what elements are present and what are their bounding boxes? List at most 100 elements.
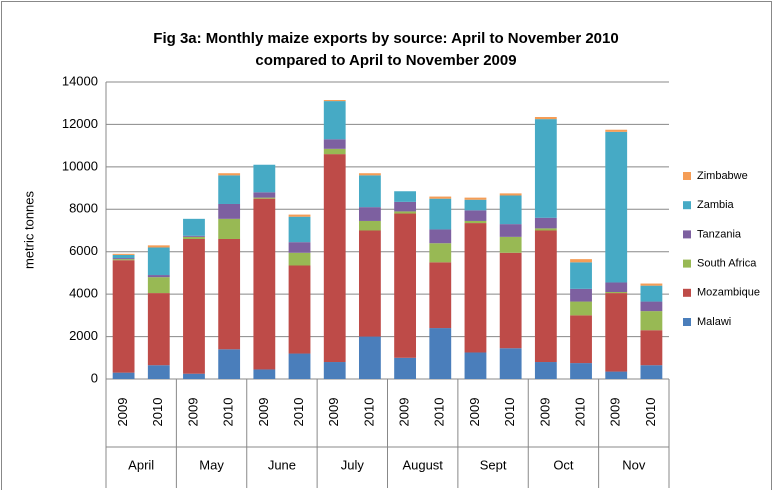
x-tick-label: 2009 [115, 398, 130, 427]
y-tick-label: 0 [91, 370, 98, 385]
y-tick-label: 4000 [69, 286, 98, 301]
y-tick-label: 6000 [69, 243, 98, 258]
bar-segment [464, 210, 487, 221]
bar-segment [464, 352, 487, 379]
bar-segment [605, 371, 628, 379]
bar-segment [429, 262, 452, 329]
x-tick-label: 2009 [326, 398, 341, 427]
bar-segment [323, 101, 346, 140]
legend-label: Malawi [697, 316, 731, 328]
bar-segment [394, 213, 417, 358]
y-tick-label: 2000 [69, 328, 98, 343]
bar-segment [358, 230, 381, 337]
bar-segment [640, 283, 663, 286]
bar-segment [288, 353, 311, 379]
x-tick-label: 2009 [185, 398, 200, 427]
legend-label: Mozambique [697, 287, 760, 299]
bar-segment [253, 164, 276, 193]
legend-swatch [683, 259, 691, 268]
bar-segment [570, 288, 592, 302]
bar-segment [358, 175, 381, 208]
y-tick-label: 8000 [69, 201, 98, 216]
bar-segment [605, 129, 628, 132]
y-axis-label: metric tonnes [21, 190, 36, 269]
bar-segment [464, 197, 487, 200]
bar-segment [147, 293, 170, 366]
bar-segment [112, 259, 135, 261]
legend-swatch [683, 201, 691, 210]
x-tick-label: 2009 [537, 398, 552, 427]
bar-segment [147, 247, 170, 276]
bar-segment [183, 235, 205, 237]
bar-segment [288, 265, 311, 354]
bar-segment [429, 328, 452, 379]
bar-segment [288, 214, 311, 217]
bar-segment [394, 191, 417, 202]
bar-segment [358, 220, 381, 231]
bar-segment [183, 236, 205, 239]
bar-segment [358, 336, 381, 379]
bar-segment [323, 100, 346, 102]
bar-segment [112, 372, 135, 379]
bar-segment [534, 217, 557, 229]
bar-segment [605, 282, 628, 293]
bar-segment [147, 365, 170, 379]
bar-segment [534, 228, 557, 231]
bar-segment [605, 293, 628, 372]
bar-segment [147, 275, 170, 278]
legend-label: Zimbabwe [697, 170, 748, 182]
bar-segment [605, 131, 628, 283]
bar-segment [253, 198, 276, 370]
bar-segment [218, 238, 241, 350]
bar-segment [183, 238, 205, 374]
group-label: August [402, 457, 443, 472]
legend-label: South Africa [697, 258, 757, 270]
bar-segment [218, 175, 241, 204]
bar-segment [429, 243, 452, 263]
bar-segment [640, 330, 663, 366]
bar-segment [534, 117, 557, 120]
bar-segment [288, 252, 311, 266]
bar-segment [288, 216, 311, 243]
bar-segment [429, 229, 452, 244]
bar-segment [534, 230, 557, 363]
x-tick-label: 2009 [467, 398, 482, 427]
bar-segment [147, 245, 170, 248]
group-label: July [341, 457, 365, 472]
bar-segment [570, 315, 592, 364]
legend-label: Zambia [697, 199, 735, 211]
group-label: Nov [622, 457, 646, 472]
bar-segment [147, 277, 170, 294]
bar-segment [394, 201, 417, 212]
bar-segment [112, 258, 135, 260]
bar-segment [358, 207, 381, 221]
bar-segment [394, 211, 417, 214]
legend-swatch [683, 318, 691, 326]
x-tick-label: 2010 [150, 398, 165, 427]
bar-segment [253, 192, 276, 198]
group-label: April [128, 457, 154, 472]
bar-segment [323, 362, 346, 379]
bar-segment [464, 223, 487, 353]
y-tick-label: 12000 [62, 116, 98, 131]
bar-segment [499, 195, 522, 225]
bar-segment [499, 348, 522, 379]
bar-segment [288, 242, 311, 253]
bar-segment [358, 173, 381, 176]
x-tick-label: 2010 [361, 398, 376, 427]
legend-label: Tanzania [697, 228, 742, 240]
bar-segment [640, 285, 663, 302]
bar-segment [429, 198, 452, 230]
legend-swatch [683, 230, 691, 239]
group-label: Sept [480, 457, 507, 472]
x-tick-label: 2010 [572, 398, 587, 427]
bar-segment [499, 224, 522, 237]
bar-segment [323, 154, 346, 363]
x-tick-label: 2010 [643, 398, 658, 427]
bar-segment [570, 259, 592, 263]
group-label: May [199, 457, 224, 472]
legend-swatch [683, 288, 691, 297]
